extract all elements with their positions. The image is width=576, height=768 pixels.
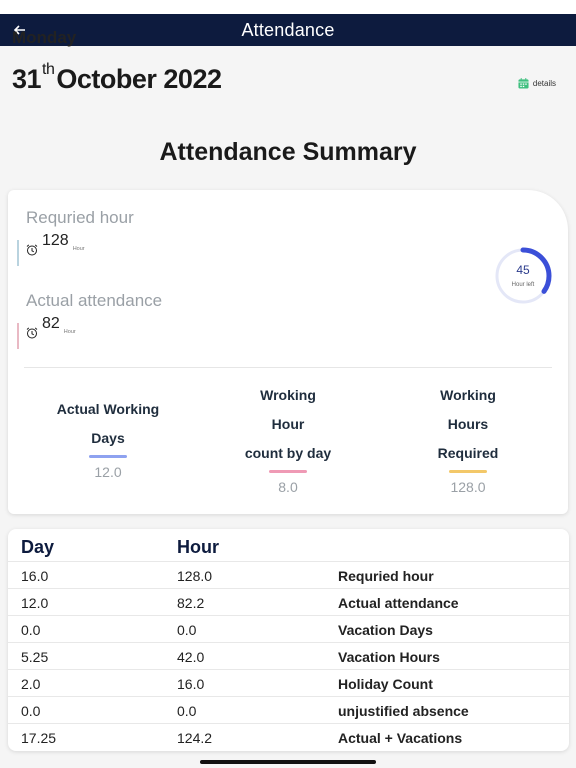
stat-value: 128.0 — [450, 479, 486, 495]
summary-title: Attendance Summary — [159, 138, 417, 166]
stat-actual-working-days: Actual Working Days 12.0 — [48, 395, 168, 480]
table-row: 5.25 42.0 Vacation Hours — [8, 642, 569, 669]
gauge-label: Hour left — [511, 281, 535, 288]
attendance-table: Day Hour 16.0 128.0 Requried hour 12.0 82.2 A… — [8, 529, 569, 751]
cell-day: 17.25 — [21, 730, 57, 746]
actual-attendance-metric: Actual attendance 82 Hour — [17, 291, 163, 349]
alarm-clock-icon — [26, 244, 38, 256]
cell-description: Actual + Vacations — [338, 730, 463, 746]
required-accent-bar — [17, 240, 19, 266]
stat-value: 8.0 — [278, 479, 298, 495]
card-divider — [24, 367, 552, 368]
cell-hour: 128.0 — [177, 568, 213, 584]
cell-day: 0.0 — [21, 703, 41, 719]
stat-label-line: Working — [440, 387, 496, 403]
stat-label-line: count by day — [244, 445, 332, 461]
gauge-progress-arc — [494, 247, 552, 305]
weekday-label: Monday — [12, 30, 77, 47]
cell-hour: 0.0 — [177, 622, 197, 638]
table-row: 17.25 124.2 Actual + Vacations — [8, 723, 569, 750]
cell-hour: 82.2 — [177, 595, 205, 611]
table-row: 0.0 0.0 Vacation Days — [8, 615, 569, 642]
actual-attendance-label: Actual attendance — [26, 291, 163, 310]
gauge-value: 45 — [516, 262, 530, 277]
details-button[interactable]: details — [518, 78, 556, 89]
stat-value: 12.0 — [94, 464, 122, 480]
app-bar: Attendance — [0, 14, 576, 46]
date-suffix: th — [42, 61, 55, 78]
stat-label-line: Wroking — [260, 387, 316, 403]
actual-attendance-unit: Hour — [63, 329, 76, 335]
stat-accent-line — [269, 470, 307, 473]
cell-day: 0.0 — [21, 622, 41, 638]
cell-description: Requried hour — [338, 568, 434, 584]
cell-hour: 16.0 — [177, 676, 205, 692]
required-hour-metric: Requried hour 128 Hour — [17, 208, 134, 266]
actual-attendance-value: 82 — [42, 315, 60, 332]
date-day: 31 — [12, 64, 42, 94]
table-row: 2.0 16.0 Holiday Count — [8, 669, 569, 696]
cell-day: 12.0 — [21, 595, 49, 611]
cell-description: Holiday Count — [338, 676, 433, 692]
stat-working-hour-count: Wroking Hour count by day 8.0 — [228, 381, 348, 495]
hours-left-gauge: 45 Hour left — [494, 247, 552, 305]
stat-label-line: Actual Working — [56, 401, 160, 417]
cell-description: Actual attendance — [338, 595, 459, 611]
stat-accent-line — [449, 470, 487, 473]
home-indicator — [200, 760, 376, 764]
stat-label-line: Required — [437, 445, 499, 461]
date-month-year: October 2022 — [56, 64, 222, 94]
stat-label-line: Days — [91, 430, 125, 446]
cell-description: Vacation Days — [338, 622, 433, 638]
cell-description: Vacation Hours — [338, 649, 440, 665]
page-title: Attendance — [241, 19, 335, 40]
status-bar — [0, 0, 576, 14]
alarm-clock-icon — [26, 327, 38, 339]
column-header-day: Day — [21, 537, 55, 557]
table-header: Day Hour — [8, 529, 569, 561]
stat-accent-line — [89, 455, 127, 458]
cell-day: 5.25 — [21, 649, 49, 665]
required-hour-value: 128 — [42, 232, 69, 249]
required-hour-label: Requried hour — [26, 208, 134, 227]
cell-hour: 124.2 — [177, 730, 213, 746]
stat-label-line: Hours — [447, 416, 489, 432]
selected-date: 31thOctober 2022 — [12, 61, 222, 95]
column-header-hour: Hour — [177, 537, 219, 557]
calendar-icon — [518, 78, 529, 89]
cell-description: unjustified absence — [338, 703, 469, 719]
stat-label-line: Hour — [271, 416, 305, 432]
table-row: 0.0 0.0 unjustified absence — [8, 696, 569, 723]
cell-hour: 42.0 — [177, 649, 205, 665]
summary-card: Requried hour 128 Hour Actual attendance… — [8, 190, 568, 514]
required-hour-unit: Hour — [72, 246, 85, 252]
table-row: 12.0 82.2 Actual attendance — [8, 588, 569, 615]
actual-accent-bar — [17, 323, 19, 349]
table-row: 16.0 128.0 Requried hour — [8, 561, 569, 588]
details-label: details — [532, 79, 556, 88]
stat-working-hours-required: Working Hours Required 128.0 — [408, 381, 528, 495]
cell-day: 2.0 — [21, 676, 41, 692]
cell-hour: 0.0 — [177, 703, 197, 719]
back-arrow-icon[interactable] — [10, 20, 30, 40]
cell-day: 16.0 — [21, 568, 49, 584]
